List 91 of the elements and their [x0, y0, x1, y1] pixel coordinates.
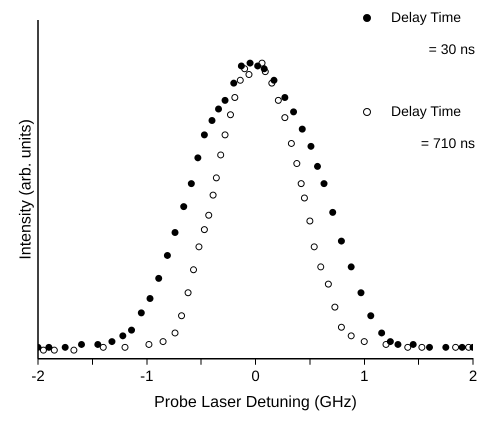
- point: [62, 344, 69, 351]
- point: [331, 304, 338, 311]
- point: [190, 266, 198, 274]
- x-axis-title: Probe Laser Detuning (GHz): [154, 394, 357, 411]
- point: [300, 194, 308, 202]
- point: [307, 142, 314, 150]
- x-tick-label: -2: [31, 368, 45, 385]
- point: [320, 180, 328, 188]
- point: [180, 203, 188, 210]
- point: [254, 62, 262, 70]
- y-axis-title: Intensity (arb. units): [17, 119, 34, 260]
- point: [418, 344, 426, 351]
- legend-label: Delay Time = 30 ns: [391, 8, 475, 57]
- point: [274, 96, 282, 104]
- point: [306, 217, 314, 224]
- point: [215, 106, 222, 113]
- point: [100, 344, 107, 351]
- point: [260, 65, 268, 72]
- legend-label: Delay Time = 710 ns: [391, 102, 475, 151]
- point: [70, 346, 78, 354]
- x-tick-label: 1: [360, 368, 368, 385]
- point: [348, 332, 355, 340]
- point: [108, 338, 116, 346]
- point: [217, 151, 224, 158]
- x-tick-label: 0: [251, 368, 260, 385]
- point: [40, 346, 47, 354]
- point: [394, 340, 402, 348]
- point: [324, 280, 332, 288]
- point: [119, 332, 126, 340]
- point: [138, 309, 145, 316]
- point: [200, 131, 208, 138]
- point: [94, 340, 102, 348]
- point: [329, 208, 336, 216]
- point: [145, 340, 152, 348]
- point: [200, 226, 208, 234]
- point: [160, 338, 167, 346]
- point: [386, 338, 394, 346]
- point: [184, 289, 192, 296]
- point: [128, 326, 136, 334]
- point: [293, 160, 300, 168]
- point: [122, 344, 128, 351]
- point: [426, 344, 433, 351]
- point: [172, 329, 179, 336]
- point: [45, 344, 52, 351]
- point: [50, 346, 58, 354]
- point: [378, 329, 386, 336]
- point: [348, 263, 355, 270]
- point: [298, 180, 305, 188]
- point: [205, 212, 212, 219]
- point: [404, 344, 412, 351]
- point: [164, 252, 171, 259]
- point: [442, 344, 450, 351]
- point: [314, 162, 321, 170]
- point: [410, 340, 417, 348]
- point: [270, 76, 278, 84]
- point: [360, 338, 368, 346]
- point: [290, 108, 298, 116]
- point: [338, 324, 345, 331]
- point: [288, 140, 295, 147]
- point: [226, 111, 234, 118]
- point: [155, 274, 162, 282]
- point: [230, 80, 238, 87]
- point: [367, 312, 374, 320]
- point: [222, 96, 229, 104]
- point: [146, 295, 154, 302]
- point: [236, 76, 244, 84]
- point: [452, 344, 460, 351]
- point: [194, 154, 202, 162]
- point: [78, 340, 85, 348]
- point: [231, 94, 238, 102]
- point: [281, 114, 288, 122]
- point: [178, 312, 186, 320]
- point: [212, 174, 220, 182]
- point: [357, 289, 364, 296]
- x-tick-label: -1: [140, 368, 154, 385]
- x-tick-label: 2: [468, 368, 478, 385]
- point: [281, 94, 288, 102]
- point: [246, 60, 254, 67]
- point: [298, 126, 306, 133]
- point: [458, 344, 466, 351]
- point: [317, 263, 324, 270]
- point: [245, 71, 252, 78]
- point: [338, 238, 345, 245]
- point: [188, 180, 195, 188]
- point: [210, 192, 217, 199]
- point: [195, 243, 202, 250]
- point: [222, 131, 229, 138]
- point: [172, 228, 179, 236]
- point: [238, 62, 245, 70]
- point: [310, 243, 318, 250]
- point: [208, 116, 216, 124]
